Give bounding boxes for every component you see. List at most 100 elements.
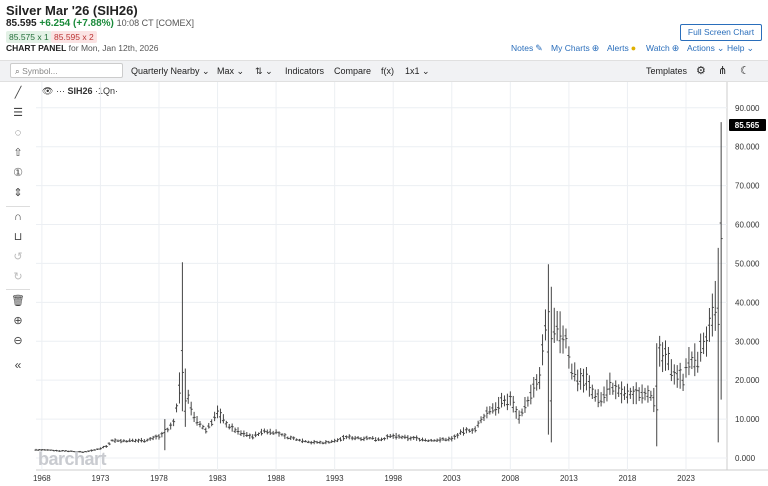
search-icon: ⌕ — [15, 66, 20, 76]
plus-circle-icon: ⊕ — [671, 43, 680, 53]
templates-button[interactable]: Templates — [646, 66, 688, 76]
trendline-tool-icon[interactable]: ╱ — [14, 87, 22, 99]
actions-label: Actions — [687, 43, 715, 53]
plus-circle-icon: ⊕ — [591, 43, 600, 53]
drawing-tools-sidebar: ╱ ☰ ◌ ⇧ ① ⇕ ∩ ⊔ ↺ ↻ 🗑 ⊕ ⊖ « — [0, 81, 36, 486]
tools-divider — [6, 289, 30, 290]
fibonacci-tool-icon[interactable]: ☰ — [13, 107, 23, 119]
layout-label: 1x1 — [405, 66, 420, 76]
x-tick-label: 2008 — [501, 474, 519, 483]
ohlc-bars — [34, 122, 723, 453]
full-screen-chart-button[interactable]: Full Screen Chart — [680, 24, 762, 41]
arrow-tool-icon[interactable]: ⇧ — [13, 147, 23, 159]
panel-label: CHART PANEL — [6, 43, 67, 53]
y-tick-label: 90.000 — [735, 104, 760, 113]
actions-menu[interactable]: Actions ⌄ — [687, 43, 724, 54]
watch-link[interactable]: Watch ⊕ — [646, 43, 679, 54]
help-label: Help — [727, 43, 745, 53]
period-label: Quarterly Nearby — [131, 66, 200, 76]
y-tick-label: 20.000 — [735, 376, 760, 385]
redo-icon[interactable]: ↻ — [13, 271, 23, 283]
my-charts-link[interactable]: My Charts ⊕ — [551, 43, 599, 54]
indicators-button[interactable]: Indicators — [285, 66, 325, 76]
y-tick-label: 10.000 — [735, 415, 760, 424]
price-change: +6.254 (+7.88%) — [39, 18, 114, 29]
measure-tool-icon[interactable]: ⇕ — [13, 187, 23, 199]
chart-grid — [36, 82, 768, 471]
chart-toolbar: ⌕ Symbol... Quarterly Nearby ⌄ Max ⌄ ⇅ ⌄… — [0, 60, 768, 82]
x-tick-label: 1968 — [33, 474, 51, 483]
y-tick-label: 70.000 — [735, 182, 760, 191]
chevron-down-icon: ⌄ — [422, 66, 430, 76]
zoom-in-icon[interactable]: ⊕ — [13, 315, 23, 327]
lock-icon[interactable]: ⊔ — [13, 231, 23, 243]
y-tick-label: 30.000 — [735, 337, 760, 346]
chevron-down-icon: ⌄ — [716, 43, 725, 53]
quote-timestamp: 10:08 CT [COMEX] — [116, 18, 195, 28]
panel-date: for Mon, Jan 12th, 2026 — [68, 43, 159, 53]
ask-chip: 85.595 x 2 — [51, 31, 97, 43]
x-tick-label: 2018 — [619, 474, 637, 483]
bid-chip: 85.575 x 1 — [6, 31, 52, 43]
magnet-icon[interactable]: ∩ — [14, 211, 22, 223]
help-menu[interactable]: Help ⌄ — [727, 43, 754, 54]
chevron-down-icon: ⌄ — [236, 66, 245, 76]
x-tick-label: 1993 — [326, 474, 344, 483]
last-price-tag-label: 85.565 — [735, 121, 760, 130]
notes-link[interactable]: Notes ✎ — [511, 43, 543, 54]
range-label: Max — [217, 66, 235, 76]
last-price-tag-box — [729, 119, 766, 132]
x-tick-label: 1998 — [384, 474, 402, 483]
watch-label: Watch — [646, 43, 670, 53]
chart-period-code: ·1Qn· — [95, 86, 119, 96]
chart-symbol: SIH26 — [67, 86, 93, 96]
annotation-tool-icon[interactable]: ① — [13, 167, 23, 179]
eye-icon[interactable]: 👁 — [42, 86, 54, 96]
more-dots-icon[interactable]: ··· — [55, 86, 65, 96]
share-icon[interactable]: ⋔ — [718, 65, 728, 77]
x-axis: 1968 1973 1978 1983 1988 1993 1998 2003 2008 2013… — [33, 474, 696, 483]
x-tick-label: 2023 — [677, 474, 695, 483]
chevron-down-icon: ⌄ — [746, 43, 755, 53]
y-tick-label: 60.000 — [735, 221, 760, 230]
dark-mode-icon[interactable]: ☾ — [740, 65, 750, 77]
chevron-down-icon: ⌄ — [202, 66, 210, 76]
barchart-watermark: barchart — [38, 449, 107, 469]
fx-button[interactable]: f(x) — [381, 66, 394, 76]
edit-icon: ✎ — [535, 43, 543, 53]
bar-type-dropdown[interactable]: ⇅ ⌄ — [255, 61, 273, 81]
alerts-label: Alerts — [607, 43, 629, 53]
y-tick-label: 40.000 — [735, 298, 760, 307]
alerts-link[interactable]: Alerts ● — [607, 43, 636, 53]
x-tick-label: 1973 — [92, 474, 110, 483]
notes-label: Notes — [511, 43, 534, 53]
layout-dropdown[interactable]: 1x1 ⌄ — [405, 61, 430, 81]
zoom-out-icon[interactable]: ⊖ — [13, 335, 23, 347]
symbol-search-input[interactable]: ⌕ Symbol... — [10, 63, 123, 78]
x-tick-label: 1983 — [209, 474, 227, 483]
shape-tool-icon[interactable]: ◌ — [14, 127, 22, 139]
alert-dot-icon: ● — [630, 43, 637, 53]
y-tick-label: 80.000 — [735, 143, 760, 152]
y-tick-label: 50.000 — [735, 259, 760, 268]
tools-divider — [6, 206, 30, 207]
chevron-down-icon: ⌄ — [265, 66, 273, 76]
period-dropdown[interactable]: Quarterly Nearby ⌄ — [131, 61, 210, 81]
settings-icon[interactable]: ⚙ — [696, 65, 706, 77]
last-price-tag: 85.565 — [729, 119, 766, 132]
quote-line: 85.595 +6.254 (+7.88%) 10:08 CT [COMEX] — [6, 18, 194, 29]
x-tick-label: 1988 — [267, 474, 285, 483]
panel-label-line: CHART PANEL for Mon, Jan 12th, 2026 — [6, 43, 158, 53]
search-placeholder: Symbol... — [22, 66, 58, 76]
my-charts-label: My Charts — [551, 43, 590, 53]
trash-icon[interactable]: 🗑 — [11, 295, 25, 307]
compare-button[interactable]: Compare — [334, 66, 372, 76]
chart-legend: 👁 ··· SIH26 ·1Qn· — [42, 86, 118, 97]
range-dropdown[interactable]: Max ⌄ — [217, 61, 244, 81]
undo-icon[interactable]: ↺ — [13, 251, 23, 263]
collapse-sidebar-icon[interactable]: « — [14, 358, 22, 372]
y-tick-label: 0.000 — [735, 454, 756, 463]
x-tick-label: 2003 — [443, 474, 461, 483]
instrument-title: Silver Mar '26 (SIH26) — [6, 3, 138, 18]
